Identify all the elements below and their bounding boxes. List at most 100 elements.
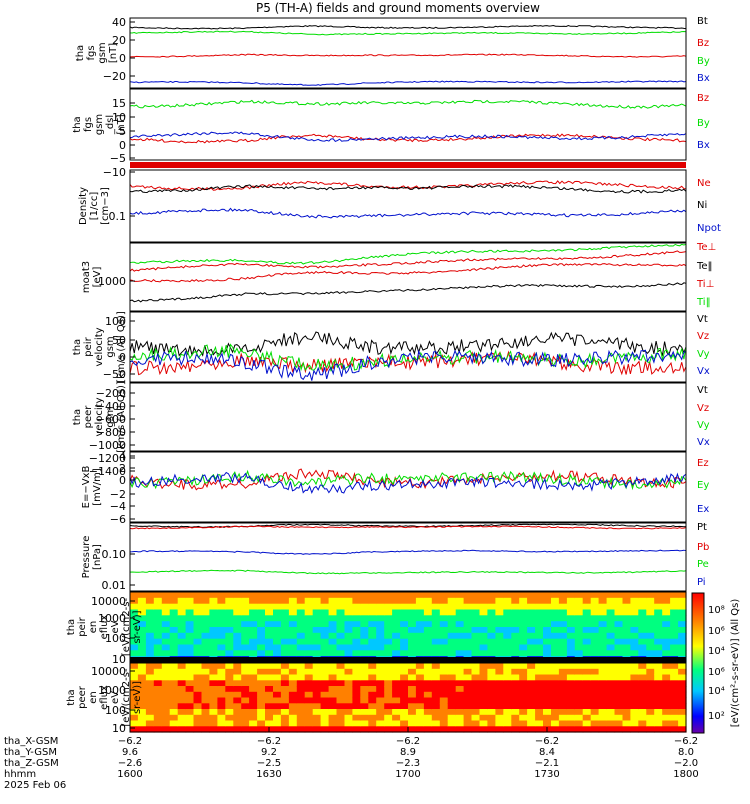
heatmap-cell — [193, 597, 202, 605]
heatmap-cell — [630, 638, 639, 646]
heatmap-cell — [257, 592, 266, 599]
heatmap-cell — [415, 726, 425, 733]
legend-Npot: Npot — [697, 223, 721, 234]
heatmap-cell — [249, 609, 258, 616]
heatmap-cell — [145, 668, 155, 676]
heatmap-cell — [638, 627, 647, 634]
heatmap-cell — [463, 714, 473, 722]
heatmap-cell — [439, 663, 449, 670]
heatmap-cell — [527, 668, 536, 676]
heatmap-cell — [574, 609, 584, 616]
heatmap-cell — [606, 726, 616, 733]
y-axis-label: peer — [83, 405, 94, 429]
heatmap-cell — [145, 638, 155, 646]
heatmap-cell — [614, 592, 623, 599]
heatmap-cell — [511, 686, 520, 693]
heatmap-cell — [503, 650, 512, 657]
y-axis-label: [km/s (All Qs)] — [116, 311, 127, 383]
heatmap-cell — [169, 615, 179, 622]
heatmap-cell — [431, 720, 441, 727]
heatmap-cell — [225, 709, 234, 716]
heatmap-cell — [455, 597, 465, 605]
colorbar-tick-label: 10⁴ — [708, 686, 725, 697]
heatmap-cell — [590, 697, 600, 704]
heatmap-cell — [328, 638, 338, 646]
heatmap-cell — [265, 714, 274, 722]
heatmap-cell — [606, 720, 616, 727]
heatmap-cell — [439, 709, 449, 716]
heatmap-cell — [217, 720, 226, 727]
heatmap-cell — [519, 680, 528, 687]
legend-Ni: Ni — [697, 200, 707, 211]
heatmap-cell — [543, 720, 552, 727]
heatmap-cell — [455, 615, 465, 622]
heatmap-cell — [551, 650, 560, 657]
heatmap-cell — [463, 644, 473, 651]
heatmap-cell — [288, 686, 298, 693]
heatmap-cell — [280, 680, 290, 687]
heatmap-cell — [312, 632, 322, 640]
heatmap-cell — [161, 691, 171, 699]
heatmap-cell — [566, 720, 576, 727]
legend-Te‖: Te‖ — [696, 261, 713, 272]
series-line-Bx — [129, 131, 687, 142]
heatmap-cell — [598, 609, 608, 616]
heatmap-cell — [336, 615, 345, 622]
heatmap-cell — [130, 644, 139, 651]
heatmap-cell — [161, 615, 171, 622]
heatmap-cell — [328, 714, 338, 722]
heatmap-cell — [344, 697, 353, 704]
heatmap-cell — [447, 663, 457, 670]
heatmap-cell — [606, 680, 616, 687]
heatmap-cell — [670, 621, 679, 628]
heatmap-cell — [527, 627, 536, 634]
heatmap-cell — [304, 627, 314, 634]
heatmap-cell — [368, 703, 377, 710]
heatmap-cell — [217, 627, 226, 634]
heatmap-cell — [392, 650, 401, 657]
heatmap-cell — [193, 638, 202, 646]
heatmap-cell — [598, 663, 608, 670]
y-axis-label: _dsl — [105, 115, 116, 135]
y-axis-label: eflux — [99, 615, 110, 640]
heatmap-cell — [646, 650, 655, 657]
heatmap-cell — [622, 615, 631, 622]
heatmap-cell — [408, 592, 417, 599]
heatmap-cell — [392, 703, 401, 710]
heatmap-cell — [535, 603, 544, 611]
heatmap-cell — [551, 638, 560, 646]
heatmap-cell — [130, 686, 139, 693]
heatmap-cell — [487, 686, 496, 693]
colorbar — [691, 592, 705, 734]
heatmap-cell — [543, 592, 552, 599]
heatmap-cell — [312, 680, 322, 687]
heatmap-cell — [447, 603, 457, 611]
heatmap-cell — [209, 609, 218, 616]
heatmap-cell — [408, 638, 417, 646]
heatmap-cell — [145, 686, 155, 693]
heatmap-cell — [638, 638, 647, 646]
heatmap-cell — [582, 720, 592, 727]
y-axis-label: gsm — [105, 336, 116, 357]
heatmap-cell — [630, 726, 639, 733]
legend-Vx: Vx — [697, 437, 710, 448]
heatmap-cell — [463, 674, 473, 681]
heatmap-cell — [265, 615, 274, 622]
x-row-value: −6.2 — [257, 736, 281, 747]
heatmap-cell — [304, 650, 314, 657]
heatmap-cell — [312, 703, 322, 710]
heatmap-cell — [543, 703, 552, 710]
y-axis-label: Pressure — [81, 536, 92, 579]
heatmap-cell — [606, 674, 616, 681]
heatmap-cell — [431, 603, 441, 611]
heatmap-cell — [511, 644, 520, 651]
heatmap-cell — [328, 697, 338, 704]
y-axis-label: eV — [110, 620, 121, 633]
heatmap-cell — [622, 697, 631, 704]
heatmap-cell — [177, 697, 187, 704]
heatmap-cell — [630, 668, 639, 676]
heatmap-cell — [519, 668, 528, 676]
y-axis-label: fgs — [83, 117, 94, 132]
heatmap-cell — [185, 644, 195, 651]
